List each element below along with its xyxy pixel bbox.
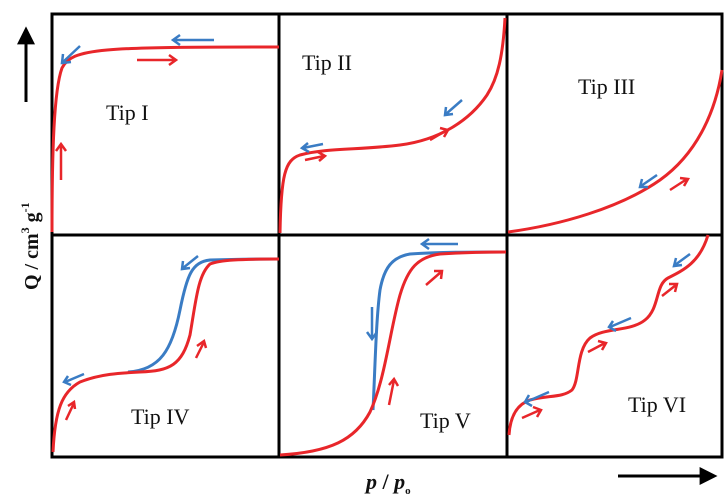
y-axis-label-sup2: -1 [18, 202, 32, 212]
tip4-adsorption-curve [51, 257, 280, 453]
panel-label-tip1: Tip I [106, 100, 149, 125]
tip1-arrow-adsorption-up [54, 141, 68, 180]
tip6-arrow-adsorption-mid [587, 339, 608, 354]
x-axis: p / po [364, 467, 718, 497]
tip1-curve [50, 45, 280, 233]
panel-label-tip2: Tip II [302, 50, 352, 75]
tip2-arrow-desorption-left [299, 142, 324, 154]
panel-label-tip5: Tip V [420, 408, 471, 433]
x-axis-label-slash: / [377, 469, 394, 494]
panel-label-tip4: Tip IV [131, 404, 190, 429]
panel-tip3: Tip III [507, 69, 724, 234]
panel-tip6: Tip VI [507, 234, 710, 436]
tip1-arrow-desorption-left [60, 45, 81, 65]
tip2-curve [278, 17, 507, 234]
tip2-arrow-adsorption-diag [429, 126, 450, 142]
tip6-arrow-desorption-mid [607, 316, 632, 333]
y-axis-label: Q / cm3 g-1 [18, 202, 43, 290]
x-axis-label: p / po [364, 469, 411, 497]
x-axis-label-p2: p [392, 469, 405, 494]
tip4-arrow-adsorption-up [64, 399, 77, 421]
tip6-arrow-adsorption-top [661, 282, 679, 297]
tip1-arrow-adsorption-right [137, 53, 179, 67]
tip3-curve [507, 69, 724, 234]
tip2-arrow-desorption-diag [443, 99, 463, 117]
tip1-arrow-desorption-top [170, 33, 214, 47]
panel-label-tip3: Tip III [578, 74, 635, 99]
tip5-arrow-desorption-down [365, 307, 379, 342]
tip5-arrow-adsorption-top [425, 269, 444, 286]
tip4-arrow-desorption-left [62, 372, 85, 387]
tip5-arrow-desorption-top [419, 237, 458, 251]
tip5-arrow-adsorption-up [387, 376, 400, 406]
tip2-arrow-adsorption-left [304, 150, 328, 162]
y-axis-label-g: g [21, 212, 43, 227]
tip4-arrow-adsorption-mid [194, 338, 208, 359]
panel-grid [50, 12, 724, 459]
panel-tip1: Tip I [50, 33, 280, 233]
y-axis-label-sup1: 3 [18, 227, 32, 233]
tip6-arrow-desorption-low [523, 390, 550, 408]
panel-tip2: Tip II [278, 17, 507, 234]
tip6-arrow-adsorption-low [521, 405, 543, 420]
panel-tip5: Tip V [279, 237, 507, 457]
x-axis-label-p: p [364, 469, 377, 494]
y-axis: Q / cm3 g-1 [17, 26, 43, 290]
panel-label-tip6: Tip VI [628, 392, 686, 417]
x-axis-label-sub: o [405, 485, 411, 497]
tip4-arrow-desorption-top [180, 255, 199, 271]
tip3-arrow-adsorption [669, 176, 691, 192]
y-axis-label-main: Q / cm [21, 233, 43, 290]
panel-tip4: Tip IV [51, 255, 280, 453]
tip3-arrow-desorption [638, 173, 658, 189]
tip6-arrow-desorption-top [672, 252, 691, 268]
tip5-adsorption-curve [279, 250, 507, 457]
